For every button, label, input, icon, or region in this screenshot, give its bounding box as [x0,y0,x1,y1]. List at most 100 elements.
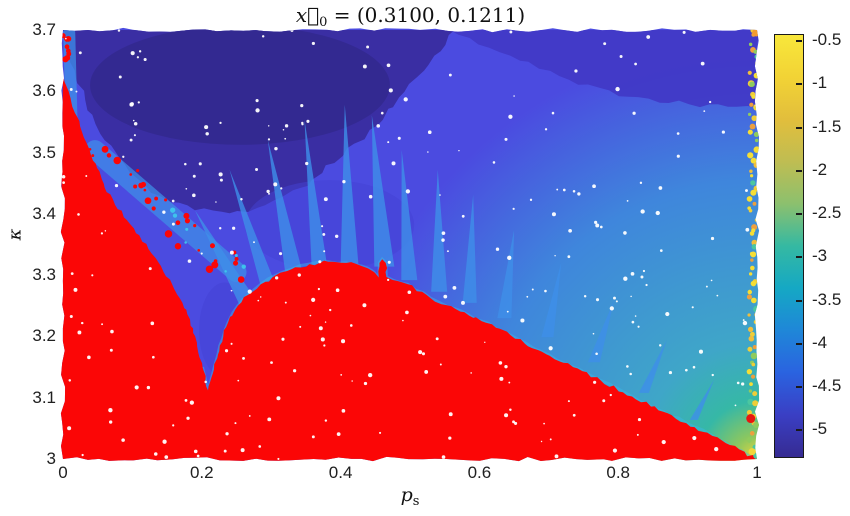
white-speckle [427,130,432,135]
white-speckle [745,227,750,232]
white-speckle [198,162,202,166]
white-speckle [215,201,217,203]
white-speckle [418,350,423,355]
white-speckle [613,296,616,300]
edge-strip-dot [746,196,753,202]
colorbar-tick-label: -2.5 [812,203,842,223]
edge-strip-dot [746,294,752,300]
white-speckle [443,294,448,299]
light-blue-tongue [638,340,667,393]
white-speckle [273,182,278,187]
edge-strip-dot [750,265,755,271]
white-speckle [380,111,384,115]
red-speckle [184,218,191,224]
topright-dark-band [449,30,759,108]
white-speckle [114,184,119,188]
white-speckle [577,192,581,196]
colorbar-tick-mark [796,342,802,345]
white-speckle [234,422,237,425]
white-speckle [162,439,167,444]
white-speckle [267,417,272,422]
x-axis-label: ps [360,484,460,509]
title-variable: x⃗ [295,3,320,27]
white-speckle [592,332,595,335]
white-speckle [240,448,245,453]
white-speckle [531,288,534,291]
white-speckle [441,238,445,242]
white-speckle [280,187,283,190]
white-speckle [300,104,304,108]
edge-strip-dot [748,389,753,393]
white-speckle [164,455,169,459]
white-speckle [121,438,125,442]
white-speckle [609,306,614,311]
edge-strip-dot [754,54,759,60]
cyan-speckle [234,253,238,257]
white-speckle [189,400,195,405]
white-speckle [612,448,618,453]
white-speckle [741,382,745,386]
white-speckle [323,197,328,202]
white-speckle [716,294,719,297]
white-speckle [284,137,287,140]
white-speckle [403,97,408,102]
light-blue-speckle-band [84,140,247,283]
white-speckle [499,376,504,381]
white-speckle [362,303,367,308]
white-speckle [632,111,636,115]
edge-strip-dot [751,362,756,367]
white-speckle [556,188,559,191]
white-speckle [509,408,512,412]
white-speckle [259,296,262,298]
white-speckle [237,379,240,382]
white-speckle [318,260,322,264]
white-speckle [676,154,680,158]
red-speckle [164,198,168,202]
white-speckle [225,432,229,436]
x-tick-label: 0 [58,463,68,482]
white-speckle [340,373,343,376]
white-speckle [136,56,140,59]
light-blue-tongue [431,169,448,292]
white-speckle [230,289,233,292]
white-speckle [366,45,370,49]
white-speckle [218,172,223,177]
white-speckle [255,99,259,103]
white-speckle [448,412,453,417]
light-blue-tongue [371,115,395,267]
edge-strip-dot [749,431,755,436]
white-speckle [623,231,627,235]
white-speckle [306,119,310,123]
white-speckle [509,30,513,34]
white-speckle [734,404,737,407]
white-speckle [572,189,576,193]
white-speckle [448,436,452,440]
red-speckle [64,54,71,61]
red-speckle [209,243,215,249]
white-speckle [108,408,113,413]
white-speckle [391,161,396,166]
white-speckle [85,175,88,177]
white-speckle [407,290,412,295]
white-speckle [583,295,587,298]
y-tick-label: 3 [46,449,56,468]
white-speckle [484,341,486,344]
white-speckle [200,252,203,255]
white-speckle [636,433,639,436]
white-speckle [492,161,496,164]
edge-strip-dot [750,189,757,196]
white-speckle [745,189,748,192]
colorbar-tick-label: -4 [812,332,828,352]
colorbar-tick-label: -1 [812,73,828,93]
light-blue-tongue [497,229,515,319]
colorbar-tick-mark [796,83,802,86]
white-speckle [192,174,196,178]
white-speckle [299,325,302,328]
white-speckle [402,319,404,322]
colorbar-tick-mark [796,429,802,432]
y-tick-label: 3.6 [32,81,56,101]
edge-strip-dot [753,49,758,54]
white-speckle [230,342,233,345]
edge-strip-dot [748,335,755,342]
edge-strip-dot [748,42,753,47]
